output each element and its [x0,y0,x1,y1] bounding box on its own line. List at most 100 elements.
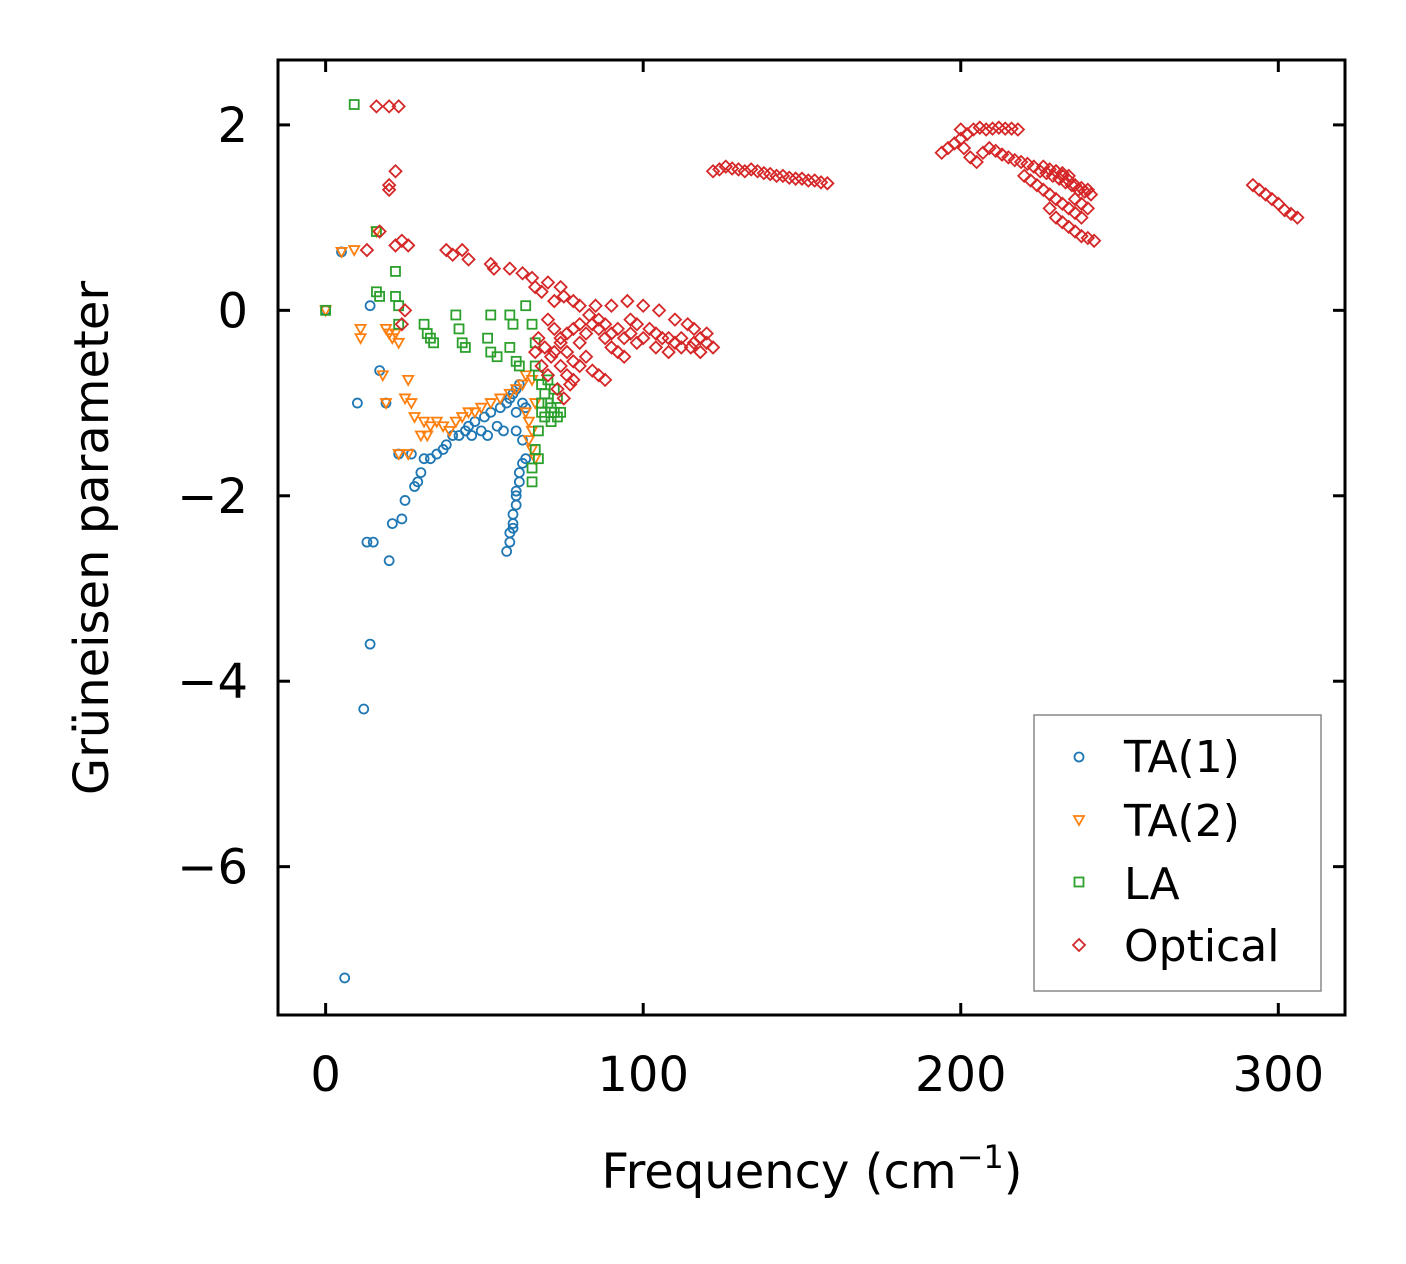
y-tick-label: −6 [177,840,248,896]
data-point [820,176,835,191]
data-point [1048,210,1064,225]
data-point [515,379,530,392]
data-point [553,358,568,374]
data-point [956,140,972,156]
data-point [1067,205,1083,221]
data-point [394,233,410,249]
data-point [1042,187,1057,202]
data-point [503,388,517,401]
data-point [547,344,562,360]
data-point [482,332,493,344]
data-point [1083,187,1099,202]
data-point [648,326,664,341]
data-point [483,256,499,272]
data-point [412,476,424,488]
x-axis-title: Frequency (cm−1) [601,1138,1022,1200]
data-point [513,467,525,478]
data-points [319,99,1305,984]
data-point [578,349,594,364]
data-point [1080,182,1096,198]
data-point [1074,196,1089,211]
data-point [699,335,714,351]
data-point [383,555,395,567]
x-tick-label: 300 [1233,1047,1325,1103]
data-point [667,312,683,327]
axis-ticks: 0 100 200 300 −6 −4 −2 0 2 [177,60,1345,1103]
data-point [504,536,516,548]
data-point [1048,191,1064,207]
data-point [484,398,498,410]
legend-label-optical: Optical [1124,921,1279,972]
data-point [504,342,516,353]
data-point [581,307,597,323]
data-point [1029,177,1045,193]
x-axis-title-superscript: −1 [957,1138,1004,1176]
data-point [562,377,578,392]
legend-label-la: LA [1124,859,1180,910]
data-point [381,182,397,198]
data-point [556,391,572,406]
data-point [502,261,518,276]
data-point [537,340,553,355]
data-point [1036,182,1051,198]
data-point [556,289,572,304]
data-point [1016,168,1032,184]
data-point [392,337,406,350]
data-point [391,99,406,114]
data-point [616,349,632,364]
legend-marker [1073,876,1085,888]
data-point [400,238,416,253]
data-point [513,360,525,372]
data-point [635,330,651,346]
legend-marker [1072,815,1086,827]
data-point [401,374,415,387]
data-point [351,397,363,409]
data-point [364,300,376,312]
data-point [712,162,727,177]
data-point [699,326,714,341]
data-point [620,293,635,309]
data-point [1283,206,1299,222]
data-point [358,703,370,715]
data-point [572,298,587,313]
data-point [1010,122,1026,137]
data-point [737,163,753,179]
data-point [1023,173,1038,188]
data-point [680,316,695,332]
data-point [507,518,519,529]
data-point [359,242,375,258]
x-axis-title-end: ) [1004,1144,1023,1200]
data-point [423,421,437,434]
data-point [686,335,702,351]
data-point [381,177,397,193]
data-point [988,143,1003,159]
data-point [534,284,549,300]
data-point [415,467,427,478]
x-tick-label: 100 [597,1047,689,1103]
data-point [396,513,408,525]
data-point [404,398,418,410]
data-point [654,330,670,346]
data-point [339,972,351,984]
legend-marker [1073,751,1085,763]
data-point [635,298,651,313]
data-point [801,173,816,188]
data-point [394,316,410,332]
data-point [522,416,536,429]
data-point [963,150,978,165]
data-point [372,224,387,239]
data-point [555,406,567,418]
x-axis-title-main: Frequency (cm [601,1144,956,1200]
data-point [445,247,460,262]
data-point [381,99,397,114]
data-point [1245,177,1261,193]
y-tick-label: −2 [177,469,248,525]
data-point [522,435,536,447]
data-point [486,261,502,276]
data-point [966,122,981,137]
y-tick-label: 0 [217,283,248,339]
data-point [674,340,689,355]
data-point [397,303,413,318]
data-point [510,406,522,418]
